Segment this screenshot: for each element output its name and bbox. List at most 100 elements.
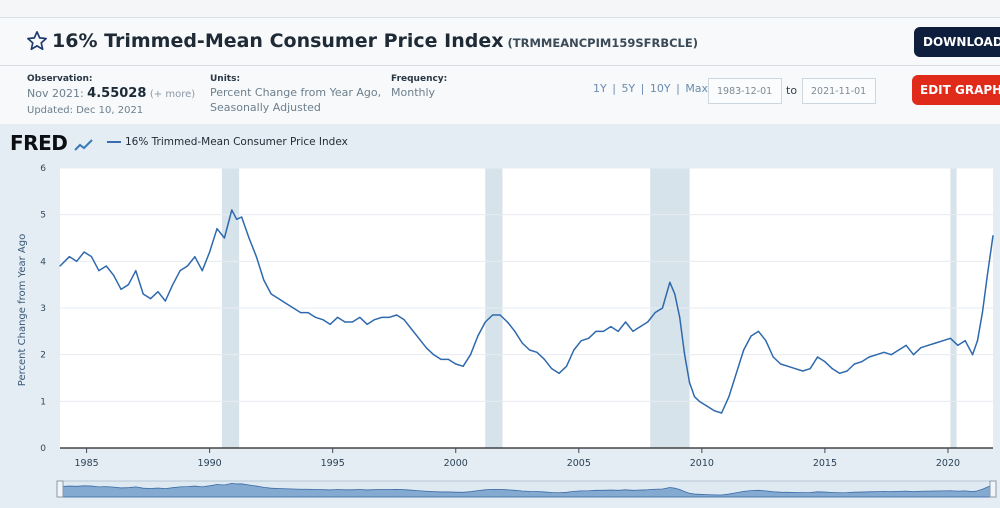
data-point xyxy=(59,265,61,267)
data-point xyxy=(307,312,309,314)
data-point xyxy=(964,340,966,342)
data-point xyxy=(388,316,390,318)
x-tick-label: 2000 xyxy=(444,458,468,469)
y-tick-label: 3 xyxy=(40,304,46,314)
data-point xyxy=(76,260,78,262)
title-bar: 16% Trimmed-Mean Consumer Price Index (TR… xyxy=(0,18,1000,66)
x-tick-label: 1990 xyxy=(198,458,222,469)
data-point xyxy=(514,330,516,332)
data-point xyxy=(624,321,627,323)
data-point xyxy=(846,370,848,372)
range-sep: | xyxy=(612,82,616,95)
data-point xyxy=(440,358,442,360)
data-point xyxy=(654,312,656,314)
data-point xyxy=(780,363,782,365)
data-point xyxy=(743,349,745,351)
units-line-1: Percent Change from Year Ago, xyxy=(210,86,382,99)
data-point xyxy=(373,319,376,321)
data-point xyxy=(986,274,988,276)
data-point xyxy=(366,323,368,325)
data-point xyxy=(314,316,317,318)
range-links: 1Y | 5Y | 10Y | Max xyxy=(593,82,710,95)
data-point xyxy=(935,342,937,344)
data-point xyxy=(477,335,479,337)
star-icon[interactable] xyxy=(26,30,48,52)
data-point xyxy=(831,368,833,370)
data-point xyxy=(543,358,545,360)
start-date-input[interactable]: 1983-12-01 xyxy=(708,78,782,104)
data-point xyxy=(976,340,979,342)
data-point xyxy=(462,365,464,367)
data-point xyxy=(270,293,272,295)
y-tick-label: 0 xyxy=(40,444,46,454)
data-point xyxy=(565,365,568,367)
data-point xyxy=(647,321,649,323)
data-point xyxy=(381,316,383,318)
data-point xyxy=(765,340,767,342)
data-point xyxy=(861,361,863,363)
data-point xyxy=(757,330,760,332)
data-point xyxy=(484,321,486,323)
edit-graph-button[interactable]: EDIT GRAPH ⚙ xyxy=(912,75,1000,105)
series-id: (TRMMEANCPIM159SFRBCLE) xyxy=(507,36,698,50)
download-button[interactable]: DOWNLOAD ⤓ xyxy=(914,27,1000,57)
data-point xyxy=(209,251,211,253)
y-tick-label: 2 xyxy=(40,351,46,361)
range-10y[interactable]: 10Y xyxy=(649,82,671,95)
data-point xyxy=(90,256,93,258)
data-point xyxy=(639,326,641,328)
data-point xyxy=(105,265,107,267)
fred-logo: FRED xyxy=(10,131,94,155)
y-tick-label: 4 xyxy=(40,257,46,267)
data-point xyxy=(713,410,715,412)
data-point xyxy=(920,347,922,349)
data-point xyxy=(241,216,243,218)
x-tick-label: 2010 xyxy=(690,458,714,469)
data-point xyxy=(83,251,85,253)
observation-period: Nov 2021: xyxy=(27,87,84,100)
data-point xyxy=(396,314,398,316)
navigator-right-handle[interactable] xyxy=(989,480,997,498)
data-point xyxy=(403,319,405,321)
data-point xyxy=(135,270,137,272)
data-point xyxy=(164,300,166,302)
data-point xyxy=(684,354,686,356)
data-point xyxy=(329,323,331,325)
range-max[interactable]: Max xyxy=(685,82,709,95)
series-meta: Observation: Nov 2021: 4.55028 (+ more) … xyxy=(0,66,1000,124)
data-point xyxy=(425,347,427,349)
data-point xyxy=(912,354,915,356)
data-point xyxy=(787,365,789,367)
range-1y[interactable]: 1Y xyxy=(593,82,607,95)
browser-top-strip xyxy=(0,0,1000,18)
end-date-input[interactable]: 2021-11-01 xyxy=(802,78,876,104)
data-point xyxy=(661,307,664,309)
data-point xyxy=(223,237,226,239)
range-5y[interactable]: 5Y xyxy=(621,82,636,95)
observation-more-link[interactable]: (+ more) xyxy=(149,89,196,100)
x-tick-label: 1985 xyxy=(74,458,98,469)
data-point xyxy=(816,356,819,358)
data-point xyxy=(617,330,619,332)
range-sep: | xyxy=(640,82,645,95)
data-point xyxy=(580,340,582,342)
data-point xyxy=(809,368,811,370)
data-point xyxy=(981,312,984,314)
data-point xyxy=(337,316,339,318)
data-point xyxy=(905,344,907,346)
data-point xyxy=(971,354,974,356)
data-point xyxy=(68,256,70,258)
data-point xyxy=(142,293,144,295)
data-point xyxy=(149,298,152,300)
range-sep: | xyxy=(676,82,680,95)
data-point xyxy=(551,368,553,370)
x-tick-label: 1995 xyxy=(321,458,345,469)
x-tick-label: 2005 xyxy=(567,458,591,469)
navigator-series-area xyxy=(59,482,994,498)
data-point xyxy=(201,270,203,272)
navigator-left-handle[interactable] xyxy=(56,480,64,498)
data-point xyxy=(499,314,501,316)
data-point xyxy=(186,265,189,267)
legend-label: 16% Trimmed-Mean Consumer Price Index xyxy=(125,136,348,148)
